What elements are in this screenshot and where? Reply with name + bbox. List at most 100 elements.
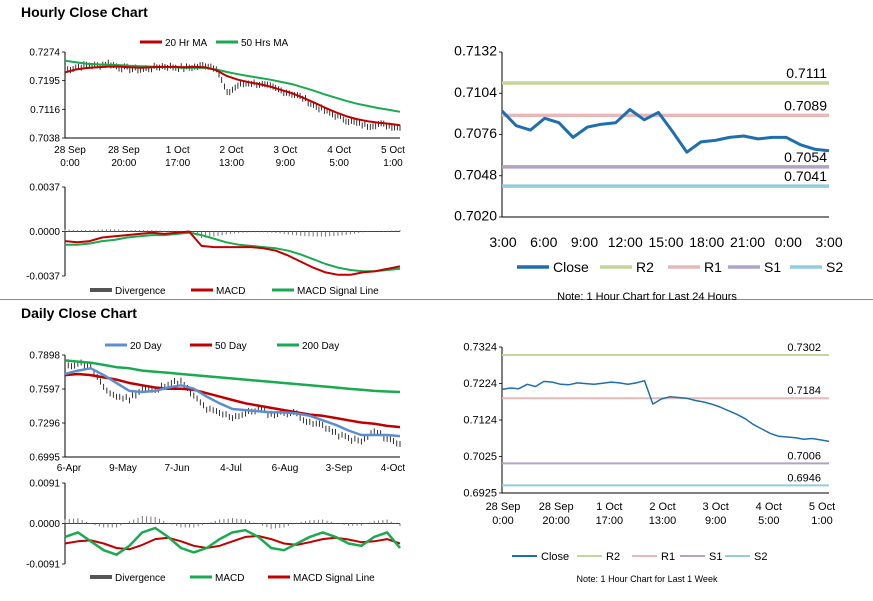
hourly-price-x-tick: 5 Oct	[381, 145, 405, 156]
daily-week-x-tick: 2 Oct	[649, 501, 675, 513]
daily-week-x-tick: 5 Oct	[809, 501, 835, 513]
daily-price-y-tick: 0.6995	[29, 453, 60, 464]
daily-week-legend-label: R1	[661, 551, 675, 563]
hourly-24h-legend-label: Close	[553, 259, 589, 275]
hourly-price-y-tick: 0.7195	[29, 76, 60, 87]
hourly-price-x-tick: 28 Sep	[108, 145, 140, 156]
hourly-macd-legend-label: Divergence	[115, 286, 166, 297]
hourly-price-x-tick: 13:00	[219, 158, 244, 169]
hourly-24h-x-tick: 21:00	[730, 234, 765, 250]
daily-week-x-tick: 5:00	[758, 515, 779, 527]
hourly-price-legend-label: 50 Hrs MA	[241, 38, 289, 49]
hourly-price-x-tick: 4 Oct	[327, 145, 351, 156]
daily-week-note: Note: 1 Hour Chart for Last 1 Week	[577, 574, 718, 584]
hourly-price-x-tick: 1:00	[383, 158, 403, 169]
hourly-macd-y-tick: 0.0000	[29, 227, 60, 238]
hourly-24h-legend-label: R1	[704, 259, 722, 275]
daily-week-x-tick: 4 Oct	[756, 501, 782, 513]
hourly-price-x-tick: 2 Oct	[220, 145, 244, 156]
daily-week-legend-label: R2	[606, 551, 620, 563]
hourly-section-title: Hourly Close Chart	[21, 4, 148, 20]
daily-week-x-tick: 1 Oct	[596, 501, 622, 513]
hourly-price-y-tick: 0.7116	[30, 105, 60, 116]
hourly-price-x-tick: 17:00	[165, 158, 190, 169]
daily-200-day-line	[64, 359, 401, 394]
hourly-24h-legend-label: S2	[826, 259, 843, 275]
daily-week-level-label: 0.7006	[787, 450, 821, 462]
daily-price-x-tick: 9-May	[109, 463, 137, 474]
daily-week-legend-label: Close	[541, 551, 569, 563]
daily-macd-y-tick: 0.0091	[29, 479, 60, 490]
daily-macd-y-tick: 0.0000	[29, 519, 60, 530]
daily-week-legend-label: S2	[754, 551, 767, 563]
hourly-20hr-ma-line	[64, 65, 401, 127]
daily-week-x-tick: 1:00	[811, 515, 832, 527]
hourly-24h-legend-label: S1	[764, 259, 781, 275]
hourly-macd-line	[64, 230, 401, 276]
daily-week-x-tick: 9:00	[705, 515, 726, 527]
hourly-24h-x-tick: 12:00	[608, 234, 643, 250]
daily-price-x-tick: 4-Oct	[381, 463, 406, 474]
daily-price-x-tick: 4-Jul	[220, 463, 242, 474]
daily-week-y-tick: 0.7025	[463, 451, 497, 463]
daily-week-level-label: 0.7184	[787, 385, 821, 397]
hourly-24h-x-tick: 6:00	[530, 234, 557, 250]
hourly-24h-y-tick: 0.7048	[454, 166, 497, 182]
daily-price-x-tick: 3-Sep	[326, 463, 353, 474]
hourly-24h-level-label: 0.7041	[784, 168, 827, 184]
daily-week-y-tick: 0.7224	[463, 378, 497, 390]
hourly-price-x-tick: 28 Sep	[54, 145, 86, 156]
hourly-24h-y-tick: 0.7020	[454, 208, 497, 224]
daily-macd-line	[64, 526, 401, 556]
daily-week-x-tick: 0:00	[492, 515, 513, 527]
daily-price-x-tick: 6-Aug	[272, 463, 299, 474]
daily-20-day-line	[64, 367, 401, 438]
daily-macd-legend-label: MACD	[215, 573, 244, 584]
daily-macd-legend-label: MACD Signal Line	[293, 573, 375, 584]
hourly-macd-y-tick: 0.0037	[29, 183, 60, 194]
daily-price-y-tick: 0.7898	[29, 351, 60, 362]
daily-price-y-tick: 0.7296	[29, 419, 60, 430]
daily-macd-y-tick: -0.0091	[26, 560, 60, 571]
hourly-macd-y-tick: -0.0037	[26, 272, 60, 283]
hourly-price-x-tick: 0:00	[60, 158, 80, 169]
daily-week-x-tick: 17:00	[596, 515, 624, 527]
daily-week-x-tick: 3 Oct	[703, 501, 729, 513]
daily-50-day-line	[64, 372, 401, 429]
hourly-24h-legend-label: R2	[636, 259, 654, 275]
hourly-50hr-ma-line	[64, 59, 401, 113]
daily-week-legend-label: S1	[709, 551, 722, 563]
daily-macd-legend-swatch	[90, 575, 112, 579]
hourly-24h-level-label: 0.7054	[784, 149, 827, 165]
daily-price-x-tick: 6-Apr	[57, 463, 82, 474]
hourly-24h-x-tick: 9:00	[571, 234, 598, 250]
daily-macd-signal-line	[64, 535, 401, 551]
hourly-24h-x-tick: 0:00	[775, 234, 802, 250]
daily-week-x-tick: 28 Sep	[539, 501, 574, 513]
hourly-price-x-tick: 9:00	[276, 158, 296, 169]
hourly-24h-level-label: 0.7111	[786, 65, 827, 81]
section-divider	[0, 299, 873, 300]
daily-section-title: Daily Close Chart	[21, 305, 137, 321]
daily-price-legend-label: 50 Day	[215, 341, 247, 352]
hourly-price-y-tick: 0.7038	[29, 134, 60, 145]
daily-price-y-tick: 0.7597	[29, 385, 60, 396]
hourly-price-y-tick: 0.7274	[29, 48, 60, 59]
hourly-price-x-tick: 3 Oct	[273, 145, 297, 156]
daily-week-y-tick: 0.6925	[463, 488, 497, 500]
daily-week-x-tick: 28 Sep	[486, 501, 521, 513]
daily-week-level-label: 0.7302	[787, 342, 821, 354]
hourly-macd-legend-label: MACD	[216, 286, 245, 297]
hourly-price-legend-label: 20 Hr MA	[165, 38, 208, 49]
hourly-24h-x-tick: 15:00	[648, 234, 683, 250]
daily-week-close-line	[501, 379, 830, 443]
hourly-macd-legend-swatch	[90, 288, 112, 292]
hourly-24h-x-tick: 3:00	[815, 234, 842, 250]
hourly-macd-signal-line	[65, 231, 401, 273]
hourly-24h-x-tick: 18:00	[689, 234, 724, 250]
daily-price-legend-label: 200 Day	[302, 341, 339, 352]
daily-week-level-label: 0.6946	[787, 472, 821, 484]
hourly-price-x-tick: 20:00	[111, 158, 136, 169]
daily-week-x-tick: 20:00	[542, 515, 570, 527]
